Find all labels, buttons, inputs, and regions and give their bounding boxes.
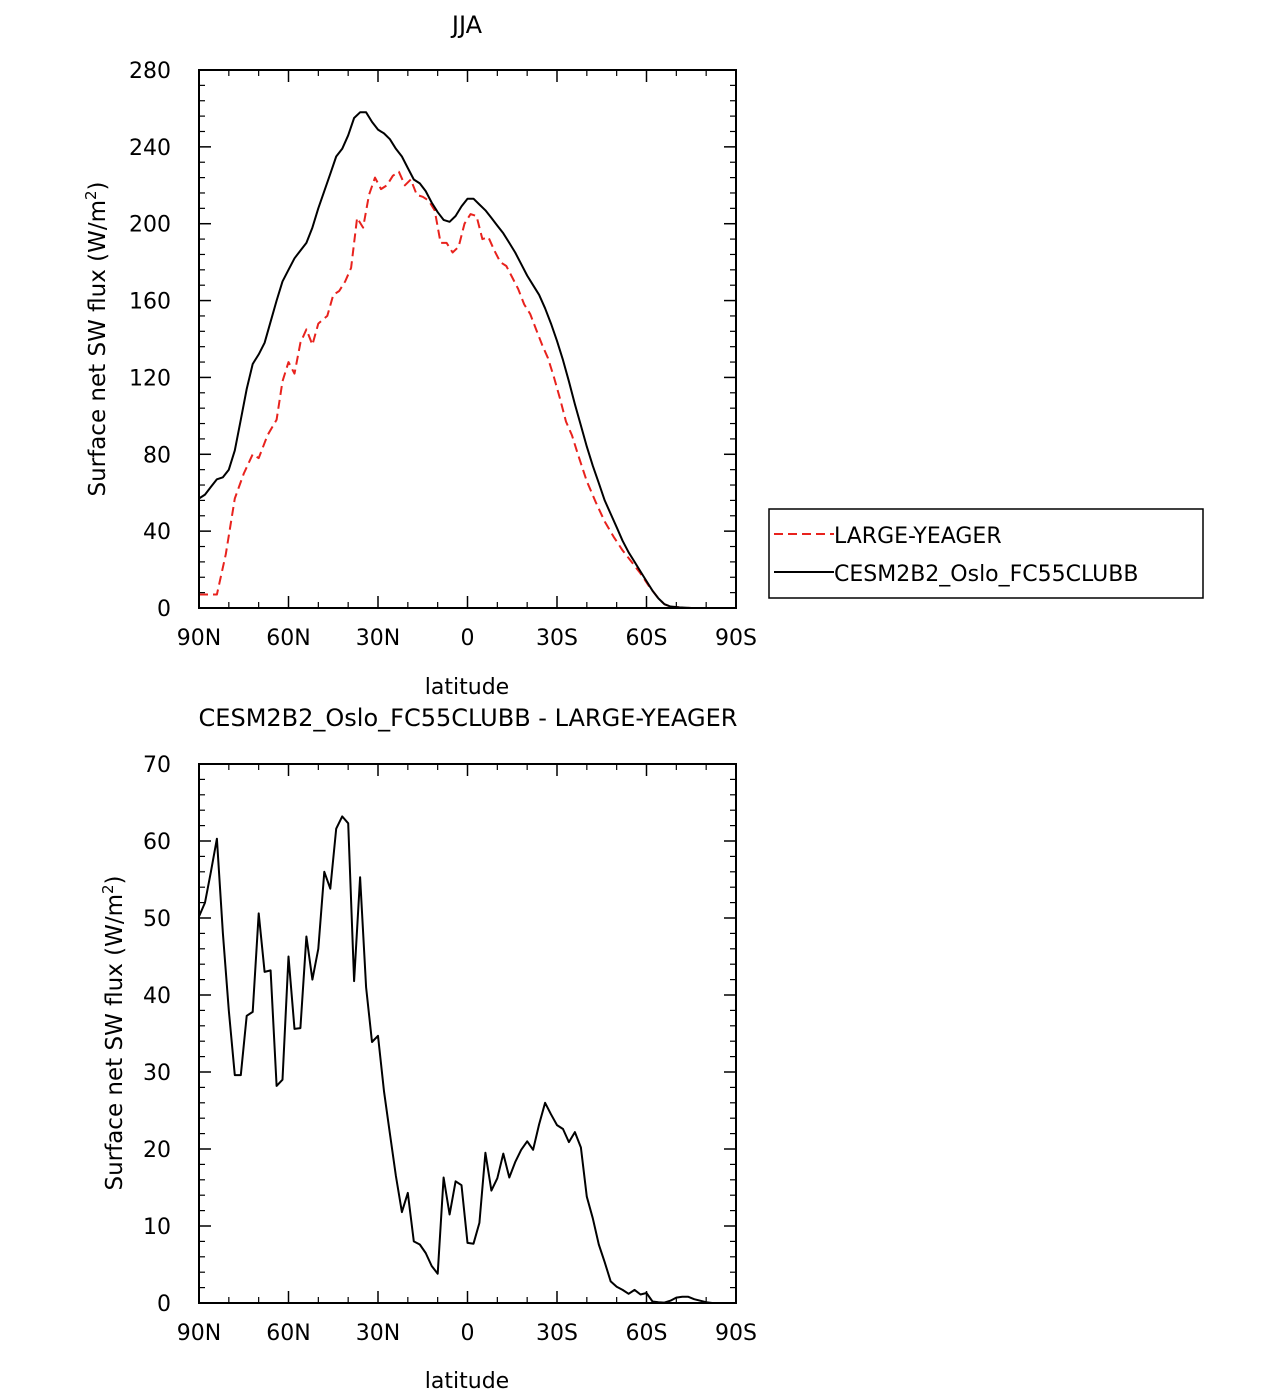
bottom-x-tick-label: 60N: [266, 1321, 310, 1346]
top-title: JJA: [450, 11, 483, 39]
top-y-tick-label: 200: [129, 213, 171, 238]
top-x-tick-label: 90N: [177, 626, 221, 651]
bottom-x-tick-label: 30N: [356, 1321, 400, 1346]
top-y-tick-label: 40: [143, 520, 171, 545]
bottom-y-tick-label: 60: [143, 830, 171, 855]
top-x-tick-label: 30N: [356, 626, 400, 651]
top-y-tick-label: 240: [129, 136, 171, 161]
top-y-tick-label: 160: [129, 290, 171, 315]
legend-label-cesm2b2: CESM2B2_Oslo_FC55CLUBB: [834, 562, 1138, 587]
top-x-tick-label: 30S: [536, 626, 578, 651]
top-series-cesm2b2-oslo-fc55clubb: [198, 111, 736, 609]
bottom-y-tick-label: 30: [143, 1061, 171, 1086]
bottom-x-tick-label: 90N: [177, 1321, 221, 1346]
legend-box: [768, 508, 1204, 599]
bottom-title: CESM2B2_Oslo_FC55CLUBB - LARGE-YEAGER: [199, 704, 738, 732]
top-y-tick-label: 120: [129, 366, 171, 391]
top-y-tick-label: 80: [143, 443, 171, 468]
bottom-y-tick-label: 20: [143, 1138, 171, 1163]
legend-label-large-yeager: LARGE-YEAGER: [834, 524, 1002, 549]
bottom-x-tick-label: 90S: [715, 1321, 757, 1346]
bottom-y-tick-label: 10: [143, 1215, 171, 1240]
bottom-y-tick-label: 50: [143, 907, 171, 932]
top-x-tick-label: 0: [461, 626, 475, 651]
top-x-tick-label: 60S: [626, 626, 668, 651]
top-x-tick-label: 90S: [715, 626, 757, 651]
bottom-series-cesm2b2-oslo-fc55clubb-large-yeager: [198, 815, 736, 1304]
bottom-x-tick-label: 30S: [536, 1321, 578, 1346]
top-x-axis-label: latitude: [425, 675, 509, 700]
bottom-x-axis-label: latitude: [425, 1369, 509, 1394]
bottom-y-axis-label: Surface net SW flux (W/m2): [99, 875, 128, 1190]
legend: LARGE-YEAGER CESM2B2_Oslo_FC55CLUBB: [768, 508, 1204, 599]
top-y-tick-label: 280: [129, 59, 171, 84]
bottom-x-tick-label: 0: [461, 1321, 475, 1346]
top-plot-frame: [198, 69, 737, 609]
top-x-tick-label: 60N: [266, 626, 310, 651]
bottom-x-tick-label: 60S: [626, 1321, 668, 1346]
bottom-y-tick-label: 0: [157, 1292, 171, 1317]
top-y-tick-label: 0: [157, 597, 171, 622]
bottom-plot-frame: [198, 763, 737, 1304]
top-series-large-yeager: [199, 170, 736, 609]
bottom-y-tick-label: 70: [143, 753, 171, 778]
top-panel: JJA 90N 60N 30N 0 30S 60S 90S 0 40 80 120 160 200 240…: [82, 11, 1204, 700]
bottom-panel: CESM2B2_Oslo_FC55CLUBB - LARGE-YEAGER 90…: [99, 704, 757, 1394]
top-y-axis-label: Surface net SW flux (W/m2): [82, 181, 111, 496]
bottom-y-tick-label: 40: [143, 984, 171, 1009]
